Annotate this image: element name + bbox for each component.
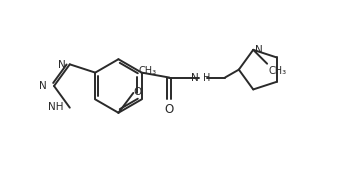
- Text: CH₃: CH₃: [268, 66, 286, 76]
- Text: N: N: [191, 73, 199, 83]
- Text: H: H: [203, 73, 211, 83]
- Text: O: O: [133, 87, 141, 97]
- Text: CH₃: CH₃: [138, 66, 157, 76]
- Text: O: O: [165, 103, 174, 116]
- Text: N: N: [58, 60, 66, 70]
- Text: N: N: [255, 45, 263, 55]
- Text: NH: NH: [48, 102, 64, 112]
- Text: N: N: [39, 81, 47, 91]
